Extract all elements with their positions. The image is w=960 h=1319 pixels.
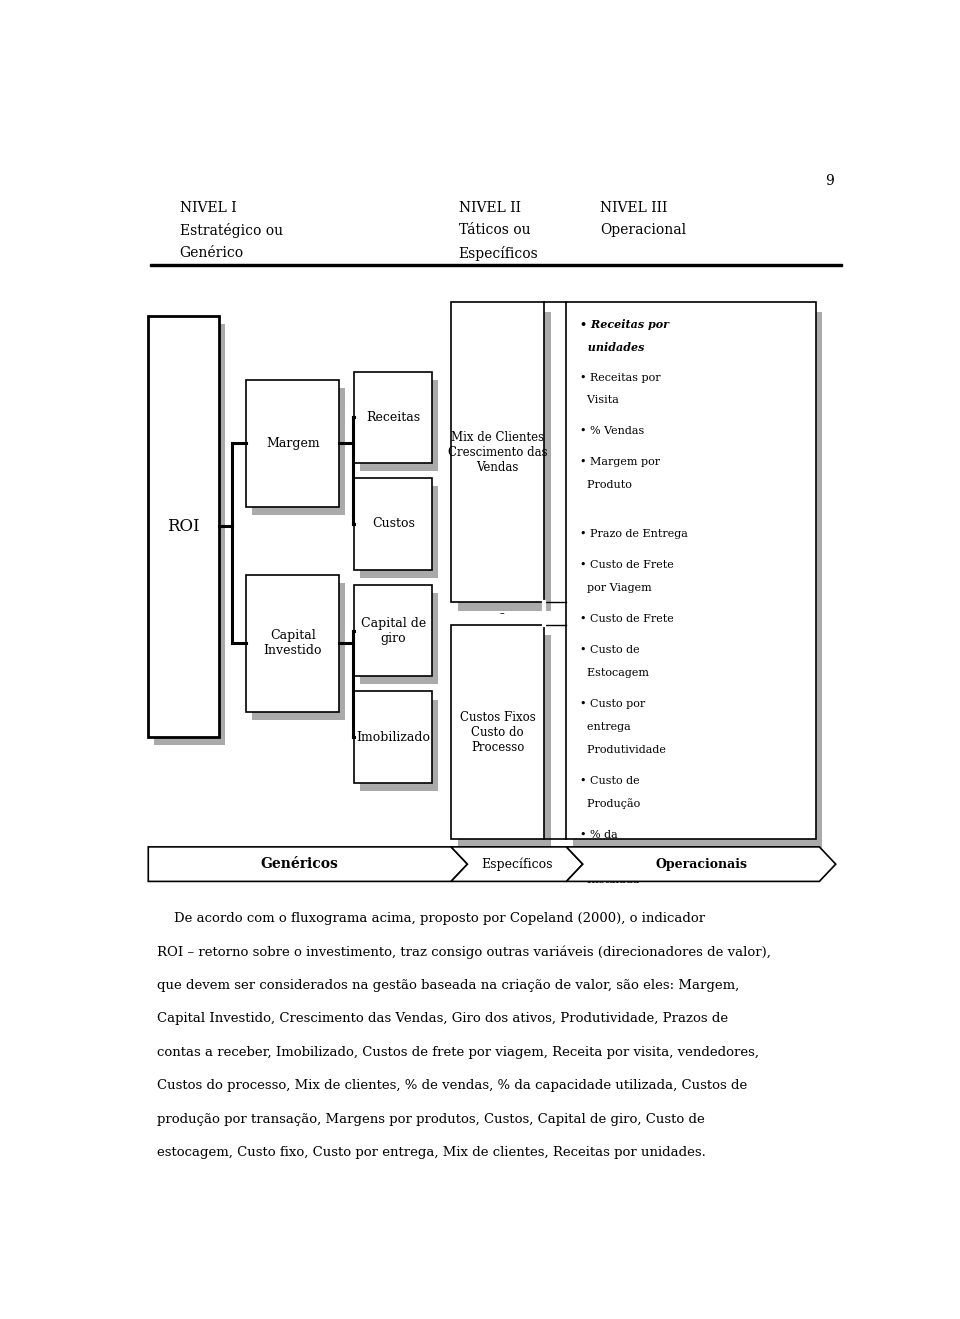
Text: Operacionais: Operacionais	[655, 857, 747, 871]
Bar	[252, 583, 346, 720]
Bar	[360, 487, 439, 578]
Text: • Margem por: • Margem por	[580, 458, 660, 467]
Text: Específicos: Específicos	[481, 857, 553, 871]
Bar	[458, 634, 551, 848]
Text: Operacional: Operacional	[600, 223, 686, 237]
Text: Táticos ou: Táticos ou	[459, 223, 530, 237]
Text: • Receitas por: • Receitas por	[580, 372, 660, 383]
Polygon shape	[148, 847, 468, 881]
Polygon shape	[566, 847, 836, 881]
Text: Capital Investido, Crescimento das Vendas, Giro dos ativos, Produtividade, Prazo: Capital Investido, Crescimento das Venda…	[157, 1013, 729, 1025]
Text: entrega: entrega	[580, 721, 631, 732]
Text: NIVEL I: NIVEL I	[180, 200, 236, 215]
Text: estocagem, Custo fixo, Custo por entrega, Mix de clientes, Receitas por unidades: estocagem, Custo fixo, Custo por entrega…	[157, 1146, 706, 1159]
Text: produção por transação, Margens por produtos, Custos, Capital de giro, Custo de: produção por transação, Margens por prod…	[157, 1113, 705, 1126]
Text: Custos: Custos	[372, 517, 415, 530]
Text: NIVEL III: NIVEL III	[600, 200, 667, 215]
Bar	[148, 315, 219, 737]
Bar	[451, 302, 544, 601]
Text: ROI: ROI	[167, 518, 200, 536]
Text: Instalada: Instalada	[580, 876, 639, 885]
Text: contas a receber, Imobilizado, Custos de frete por viagem, Receita por visita, v: contas a receber, Imobilizado, Custos de…	[157, 1046, 759, 1059]
Text: • Custo de: • Custo de	[580, 645, 639, 656]
Text: Produção: Produção	[580, 798, 640, 810]
Text: • Custo de: • Custo de	[580, 776, 639, 786]
Text: Custos do processo, Mix de clientes, % de vendas, % da capacidade utilizada, Cus: Custos do processo, Mix de clientes, % d…	[157, 1079, 748, 1092]
Text: Imobilizado: Imobilizado	[356, 731, 430, 744]
Bar	[252, 388, 346, 514]
Text: ROI – retorno sobre o investimento, traz consigo outras variáveis (direcionadore: ROI – retorno sobre o investimento, traz…	[157, 946, 771, 959]
Bar	[360, 699, 439, 791]
Bar	[458, 311, 551, 611]
Bar	[247, 380, 340, 506]
Polygon shape	[451, 847, 583, 881]
Text: Produto: Produto	[580, 480, 632, 491]
Text: • Custo por: • Custo por	[580, 699, 645, 710]
Text: unidades: unidades	[580, 342, 644, 352]
Bar	[354, 372, 432, 463]
Text: Estocagem: Estocagem	[580, 669, 649, 678]
Bar	[247, 575, 340, 712]
Text: • Prazo de Entrega: • Prazo de Entrega	[580, 529, 687, 539]
Bar	[155, 324, 225, 745]
Text: por Viagem: por Viagem	[580, 583, 652, 594]
Text: De acordo com o fluxograma acima, proposto por Copeland (2000), o indicador: De acordo com o fluxograma acima, propos…	[157, 911, 706, 925]
Bar	[573, 311, 823, 848]
Bar	[354, 691, 432, 783]
Bar	[566, 302, 816, 839]
Text: Receitas: Receitas	[367, 410, 420, 423]
Text: Genérico: Genérico	[180, 245, 244, 260]
Text: que devem ser considerados na gestão baseada na criação de valor, são eles: Marg: que devem ser considerados na gestão bas…	[157, 979, 739, 992]
Bar	[451, 625, 544, 839]
Text: Específicos: Específicos	[459, 245, 539, 261]
Text: • % Vendas: • % Vendas	[580, 426, 644, 437]
Text: Produtividade: Produtividade	[580, 745, 665, 754]
Text: Genéricos: Genéricos	[261, 857, 339, 871]
Bar	[354, 584, 432, 677]
Text: Mix de Clientes
Crescimento das
Vendas: Mix de Clientes Crescimento das Vendas	[447, 431, 547, 474]
Bar	[360, 380, 439, 471]
Text: NIVEL II: NIVEL II	[459, 200, 520, 215]
Text: • Receitas por: • Receitas por	[580, 319, 669, 330]
Text: Margem: Margem	[266, 437, 320, 450]
Text: Capital de
giro: Capital de giro	[361, 616, 426, 645]
Text: 9: 9	[826, 174, 834, 187]
Text: • Custo de Frete: • Custo de Frete	[580, 615, 674, 624]
Text: Visita: Visita	[580, 396, 618, 405]
Text: • % da: • % da	[580, 830, 617, 840]
Bar	[360, 594, 439, 685]
Text: • Custo de Frete: • Custo de Frete	[580, 561, 674, 571]
FancyArrow shape	[150, 264, 842, 266]
Text: Custos Fixos
Custo do
Processo: Custos Fixos Custo do Processo	[460, 711, 536, 753]
Bar	[354, 479, 432, 570]
Text: Capital
Investido: Capital Investido	[264, 629, 323, 657]
Text: Estratégico ou: Estratégico ou	[180, 223, 282, 239]
Text: Capacidade: Capacidade	[580, 852, 653, 863]
Text: -: -	[491, 607, 505, 621]
